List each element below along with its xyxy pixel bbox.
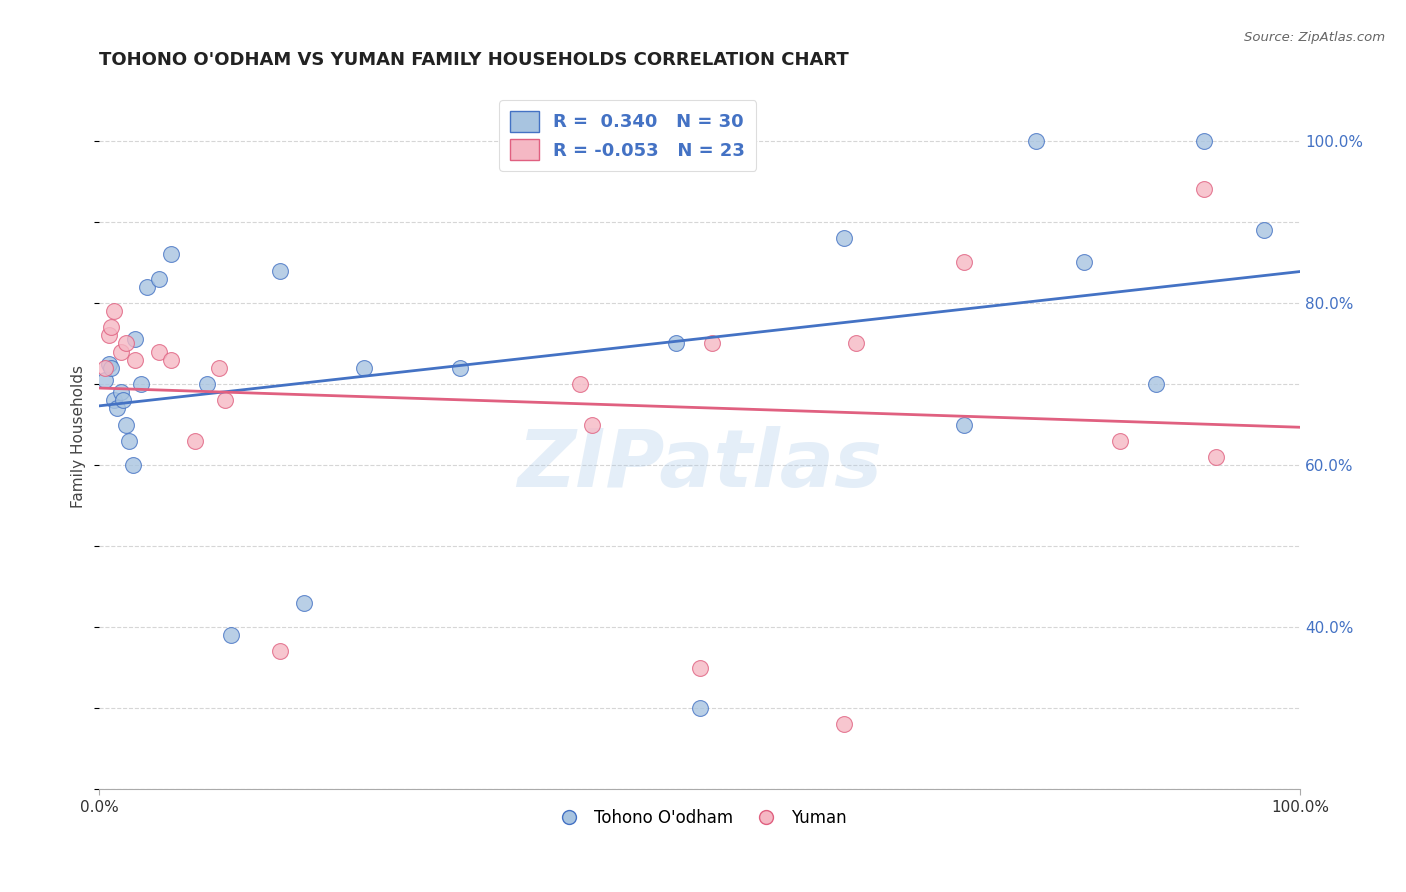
Text: ZIPatlas: ZIPatlas [517, 425, 882, 504]
Point [103, 393, 125, 408]
Text: TOHONO O'ODHAM VS YUMAN FAMILY HOUSEHOLDS CORRELATION CHART: TOHONO O'ODHAM VS YUMAN FAMILY HOUSEHOLD… [100, 51, 849, 69]
Point [197, 376, 219, 391]
Point [148, 344, 170, 359]
Point [136, 279, 159, 293]
Point [100, 360, 122, 375]
Point [269, 263, 291, 277]
Point [115, 417, 138, 432]
Point [269, 644, 291, 658]
Point [1192, 182, 1215, 196]
Y-axis label: Family Households: Family Households [72, 365, 86, 508]
Point [100, 320, 122, 334]
Point [160, 247, 183, 261]
Point [103, 304, 125, 318]
Point [124, 352, 146, 367]
Point [98, 357, 121, 371]
Point [221, 628, 243, 642]
Point [98, 328, 121, 343]
Point [110, 344, 132, 359]
Point [131, 376, 153, 391]
Point [214, 393, 236, 408]
Point [845, 336, 868, 351]
Point [1192, 134, 1215, 148]
Point [122, 458, 145, 472]
Point [1205, 450, 1227, 464]
Point [110, 385, 132, 400]
Point [112, 393, 135, 408]
Point [568, 376, 591, 391]
Point [700, 336, 723, 351]
Point [94, 360, 117, 375]
Point [115, 336, 138, 351]
Point [118, 434, 141, 448]
Point [124, 333, 146, 347]
Point [160, 352, 183, 367]
Point [449, 360, 471, 375]
Point [1253, 223, 1275, 237]
Text: Source: ZipAtlas.com: Source: ZipAtlas.com [1244, 31, 1385, 45]
Point [184, 434, 207, 448]
Point [94, 373, 117, 387]
Point [689, 660, 711, 674]
Point [1109, 434, 1132, 448]
Point [208, 360, 231, 375]
Point [353, 360, 375, 375]
Point [292, 596, 315, 610]
Point [107, 401, 129, 416]
Point [953, 417, 976, 432]
Point [148, 271, 170, 285]
Point [1025, 134, 1047, 148]
Point [1144, 376, 1167, 391]
Point [953, 255, 976, 269]
Legend: Tohono O'odham, Yuman: Tohono O'odham, Yuman [546, 803, 853, 834]
Point [832, 717, 855, 731]
Point [689, 701, 711, 715]
Point [1073, 255, 1095, 269]
Point [665, 336, 688, 351]
Point [581, 417, 603, 432]
Point [832, 231, 855, 245]
